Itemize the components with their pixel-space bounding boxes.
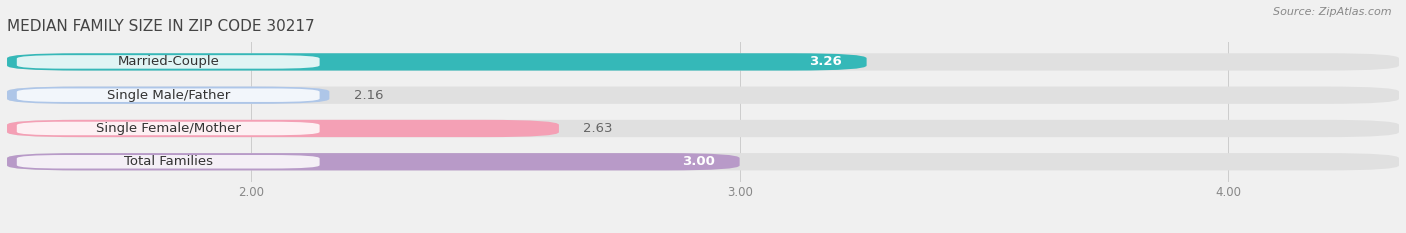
Text: 2.63: 2.63 — [583, 122, 613, 135]
Text: 3.00: 3.00 — [682, 155, 716, 168]
Text: Total Families: Total Families — [124, 155, 212, 168]
FancyBboxPatch shape — [7, 53, 1399, 71]
FancyBboxPatch shape — [7, 53, 866, 71]
Text: 3.26: 3.26 — [810, 55, 842, 69]
Text: 2.16: 2.16 — [354, 89, 384, 102]
FancyBboxPatch shape — [17, 155, 319, 168]
Text: Source: ZipAtlas.com: Source: ZipAtlas.com — [1274, 7, 1392, 17]
FancyBboxPatch shape — [7, 120, 560, 137]
FancyBboxPatch shape — [7, 153, 1399, 170]
FancyBboxPatch shape — [7, 120, 1399, 137]
Text: MEDIAN FAMILY SIZE IN ZIP CODE 30217: MEDIAN FAMILY SIZE IN ZIP CODE 30217 — [7, 19, 315, 34]
FancyBboxPatch shape — [7, 86, 329, 104]
FancyBboxPatch shape — [7, 86, 1399, 104]
Text: Married-Couple: Married-Couple — [117, 55, 219, 69]
Text: Single Female/Mother: Single Female/Mother — [96, 122, 240, 135]
FancyBboxPatch shape — [17, 89, 319, 102]
FancyBboxPatch shape — [17, 122, 319, 135]
FancyBboxPatch shape — [17, 55, 319, 69]
FancyBboxPatch shape — [7, 153, 740, 170]
Text: Single Male/Father: Single Male/Father — [107, 89, 229, 102]
